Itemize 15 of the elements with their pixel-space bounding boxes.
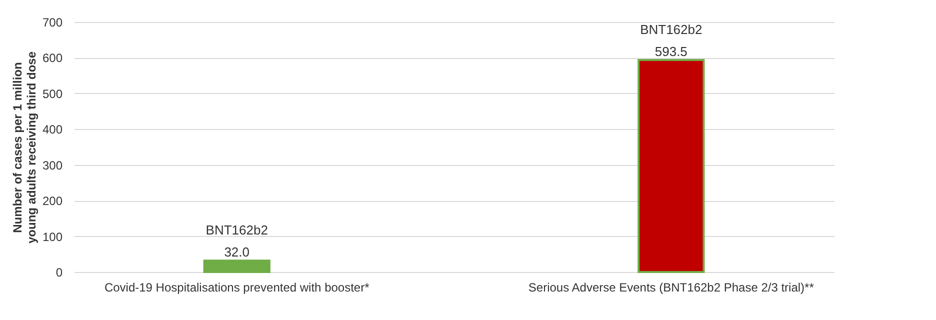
y-tick-label: 300 — [42, 158, 63, 172]
data-label: 32.0 — [224, 244, 250, 260]
x-tick-label: Covid-19 Hospitalisations prevented with booster* — [104, 280, 370, 294]
y-tick-label: 100 — [42, 230, 63, 244]
y-tick-label: 0 — [56, 266, 63, 280]
y-tick-label: 700 — [42, 16, 63, 30]
x-tick-label: Serious Adverse Events (BNT162b2 Phase 2/3 trial)** — [528, 280, 814, 294]
y-tick-label: 600 — [42, 51, 63, 66]
data-label: 593.5 — [654, 44, 688, 60]
y-tick-label: 400 — [42, 122, 63, 137]
annotation: BNT162b2 — [640, 22, 702, 38]
y-tick-label: 500 — [42, 86, 63, 101]
annotation: BNT162b2 — [206, 222, 268, 238]
y-axis-title: Number of cases per 1 million young adults receiving third dose — [10, 51, 38, 244]
y-tick-label: 200 — [42, 194, 63, 208]
